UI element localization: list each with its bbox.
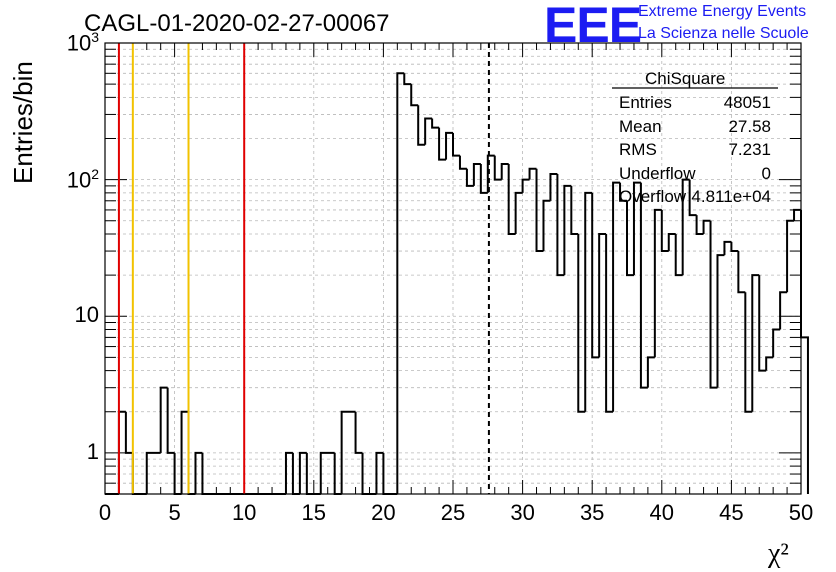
histogram-bar xyxy=(634,183,641,494)
histogram-bar xyxy=(599,234,606,494)
histogram-bar xyxy=(564,186,571,494)
histogram-bar xyxy=(550,174,557,494)
vertical-marker-lines xyxy=(117,43,490,494)
histogram-bar xyxy=(766,357,773,494)
histogram-bar xyxy=(557,275,564,494)
histogram-bar xyxy=(509,234,516,494)
histogram-bar xyxy=(697,234,704,494)
histogram-bar xyxy=(474,164,481,494)
x-tick-label: 30 xyxy=(510,500,535,525)
histogram-bar xyxy=(516,193,523,494)
histogram-bar xyxy=(724,242,731,494)
histogram-bar xyxy=(467,186,474,494)
histogram-bar xyxy=(543,201,550,494)
histogram-bar xyxy=(397,73,404,494)
stats-value: 7.231 xyxy=(728,140,771,159)
x-axis-label: χ² xyxy=(768,538,789,569)
x-tick-label: 25 xyxy=(440,500,466,525)
histogram-bar xyxy=(161,388,168,494)
eee-logo: EEE xyxy=(544,0,642,53)
histogram-bars xyxy=(105,72,809,495)
histogram-bar xyxy=(648,357,655,494)
histogram-bar xyxy=(752,275,759,494)
histogram-bar xyxy=(592,357,599,494)
stats-label: Overflow xyxy=(619,187,687,206)
histogram-bar xyxy=(641,388,648,494)
histogram-bar xyxy=(717,255,724,494)
stats-label: RMS xyxy=(619,140,657,159)
stats-value: 48051 xyxy=(723,93,771,112)
histogram-bar xyxy=(432,128,439,494)
histogram-bar xyxy=(794,210,801,494)
histogram-bar xyxy=(502,164,509,494)
x-tick-label: 40 xyxy=(649,500,675,525)
x-tick-label: 10 xyxy=(231,500,257,525)
stats-label: Mean xyxy=(619,116,662,136)
stats-value: 4.811e+04 xyxy=(691,187,771,206)
brand-line-1[interactable]: Extreme Energy Events xyxy=(638,3,807,20)
stats-box xyxy=(612,87,778,89)
histogram-bar xyxy=(620,201,627,494)
brand-line-2[interactable]: La Scienza nelle Scuole xyxy=(638,25,809,42)
histogram-bar xyxy=(683,180,690,494)
stats-value: 27.58 xyxy=(728,116,771,136)
histogram-bar xyxy=(690,215,697,494)
x-tick-label: 5 xyxy=(168,500,181,525)
histogram-bar xyxy=(460,169,467,494)
histogram-bar xyxy=(655,210,662,494)
histogram-bar xyxy=(759,371,766,494)
chart-title: CAGL-01-2020-02-27-00067 xyxy=(84,10,390,37)
histogram-outline xyxy=(105,72,809,495)
histogram-bar xyxy=(425,119,432,494)
histogram-bar xyxy=(585,193,592,494)
y-axis-label: Entries/bin xyxy=(8,61,38,184)
grid-lines xyxy=(105,43,801,495)
plot-frame xyxy=(104,42,802,495)
x-tick-label: 35 xyxy=(579,500,605,525)
y-tick-label: 1 xyxy=(86,438,99,464)
histogram-bar xyxy=(537,251,544,494)
y-tick-label: 102 xyxy=(66,165,99,192)
histogram-bar xyxy=(446,133,453,494)
histogram-bar xyxy=(523,180,530,494)
y-tick-label: 10 xyxy=(74,302,99,328)
stats-label: Entries xyxy=(619,93,672,112)
histogram-bar xyxy=(530,169,537,494)
histogram-bar xyxy=(627,275,634,494)
histogram-bar xyxy=(801,337,808,494)
histogram-bar xyxy=(662,251,669,494)
x-tick-label: 0 xyxy=(98,500,112,525)
stats-label: Underflow xyxy=(619,163,696,183)
histogram-bar xyxy=(495,180,502,494)
histogram-bar xyxy=(453,156,460,494)
x-tick-label: 15 xyxy=(301,500,327,525)
y-tick-label: 103 xyxy=(66,29,99,56)
histogram-bar xyxy=(411,105,418,494)
stats-title: ChiSquare xyxy=(645,69,726,88)
histogram-bar xyxy=(676,275,683,494)
stats-value: 0 xyxy=(761,163,771,183)
x-tick-label: 50 xyxy=(788,500,814,525)
histogram-bar xyxy=(404,84,411,494)
histogram-bar xyxy=(711,388,718,494)
histogram-bar xyxy=(571,234,578,494)
x-tick-label: 45 xyxy=(719,500,744,525)
x-tick-label: 20 xyxy=(371,500,396,525)
histogram-bar xyxy=(613,183,620,494)
histogram-bar xyxy=(669,234,676,494)
histogram-bar xyxy=(731,251,738,494)
histogram-bar xyxy=(481,193,488,494)
histogram-bar xyxy=(418,145,425,494)
